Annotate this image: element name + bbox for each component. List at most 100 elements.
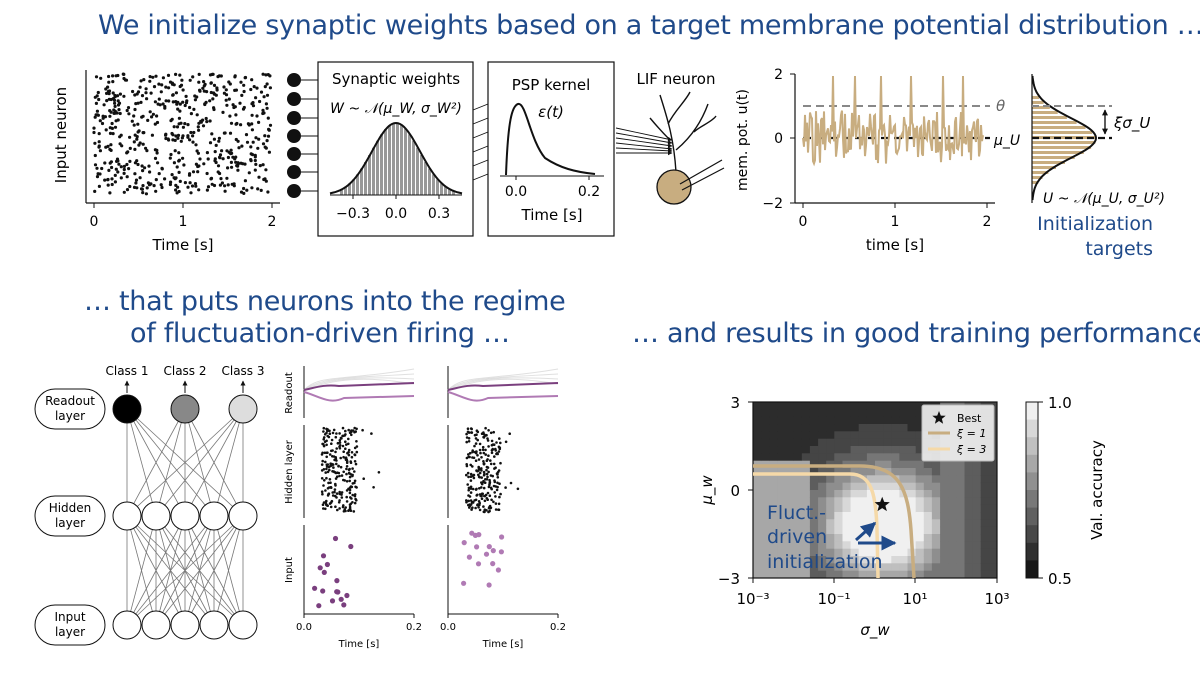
panel1-xlabel: Time [s]: [338, 639, 380, 650]
raster-spike: [103, 161, 107, 165]
heatmap-cell: [761, 541, 770, 550]
raster-spike: [197, 164, 201, 168]
heatmap-cell: [753, 446, 762, 454]
hidden-spike: [348, 431, 352, 435]
heatmap-cell: [875, 534, 884, 542]
raster-spikes: [92, 72, 273, 196]
raster-spike: [148, 110, 152, 114]
raster-spike: [130, 119, 134, 123]
raster-spike: [134, 178, 139, 182]
raster-spike: [228, 131, 233, 135]
heatmap-cell: [858, 490, 868, 498]
hidden-spike: [334, 505, 337, 509]
hidden-spike: [476, 438, 480, 442]
weights-bar: [428, 168, 431, 195]
heatmap-cell: [875, 416, 884, 425]
raster-spike: [171, 100, 175, 104]
heatmap-cell: [818, 526, 827, 535]
heatmap-cell: [915, 512, 925, 520]
raster-spike: [116, 118, 120, 122]
weights-bar: [352, 179, 355, 195]
heatmap-cell: [915, 446, 925, 454]
hidden-spike: [495, 441, 498, 444]
best-point-star: [874, 496, 890, 512]
row-label-readout: Readout: [284, 372, 295, 414]
hidden-spike: [330, 449, 333, 453]
raster-spike: [265, 82, 269, 86]
heatmap-cell: [948, 482, 957, 491]
input-spike: [486, 544, 492, 550]
hidden-spike: [484, 448, 487, 452]
heatmap-cell: [793, 563, 803, 572]
hidden-node: [170, 501, 200, 531]
raster-spike: [159, 183, 163, 187]
panel2-xlabel: Time [s]: [482, 639, 524, 650]
heatmap-cell: [915, 556, 925, 564]
heatmap-cell: [834, 475, 843, 484]
heatmap-cell: [753, 512, 762, 520]
readout-trace-dark: [303, 382, 415, 391]
heatmap-cell: [883, 475, 892, 484]
raster-spike: [244, 133, 249, 137]
raster-spike: [136, 122, 140, 126]
heatmap-cell: [923, 526, 933, 535]
hidden-spike: [493, 480, 497, 484]
hidden-spike: [494, 485, 498, 488]
raster-spike: [117, 108, 121, 112]
hidden-spike: [483, 481, 487, 485]
heatmap-cell: [801, 438, 811, 447]
hidden-spike: [325, 476, 328, 480]
heatmap-cell: [826, 438, 835, 447]
heatmap-cell: [923, 519, 933, 528]
input-spike: [324, 561, 330, 568]
hidden-spike: [321, 451, 324, 455]
heatmap-cell: [785, 424, 795, 432]
hidden-spike: [487, 429, 490, 432]
raster-spike: [238, 101, 242, 105]
heatmap-cell: [956, 460, 965, 469]
membrane-trace: [802, 75, 984, 167]
heatmap-cell: [988, 556, 998, 564]
hidden-spike: [473, 444, 476, 448]
hidden-spike: [478, 475, 481, 479]
heatmap-cell: [761, 475, 770, 484]
heatmap-cell: [915, 526, 925, 535]
hidden-spike: [342, 434, 345, 438]
heatmap-cell: [980, 519, 990, 528]
raster-spike: [243, 76, 247, 80]
raster-spike: [103, 178, 107, 182]
hidden-spike: [322, 501, 326, 504]
heatmap-cell: [940, 475, 949, 484]
colorbar-step: [1026, 437, 1038, 456]
hidden-spike: [488, 506, 492, 510]
heatmap-cell: [940, 526, 949, 535]
hidden-spike: [469, 491, 473, 494]
weights-gaussian-curve: [329, 121, 463, 195]
raster-spike: [141, 142, 145, 146]
hidden-spike: [336, 471, 339, 475]
raster-spike: [181, 156, 185, 160]
raster-spike: [234, 137, 238, 142]
heatmap-cell: [964, 541, 974, 550]
raster-spike: [141, 131, 145, 135]
heatmap-cell: [818, 504, 827, 513]
raster-spike: [267, 128, 271, 132]
raster-spike: [95, 113, 100, 117]
raster-spike: [197, 188, 201, 192]
heatmap-cell: [940, 497, 949, 506]
heatmap-cell: [988, 504, 998, 513]
raster-spike: [195, 95, 199, 99]
heatmap-cell: [883, 526, 892, 535]
heatmap-cell: [940, 563, 949, 572]
raster-spike: [132, 114, 136, 118]
heatmap-cell: [850, 541, 860, 550]
heatmap-cell: [818, 475, 827, 484]
weights-bar: [348, 183, 351, 195]
hidden-spike: [350, 433, 353, 437]
input-spike: [320, 553, 327, 559]
heatmap-cell: [858, 409, 868, 418]
legend-xi1-label: ξ = 1: [956, 427, 986, 440]
input-spike: [334, 578, 340, 584]
heatmap-cell: [769, 416, 778, 425]
